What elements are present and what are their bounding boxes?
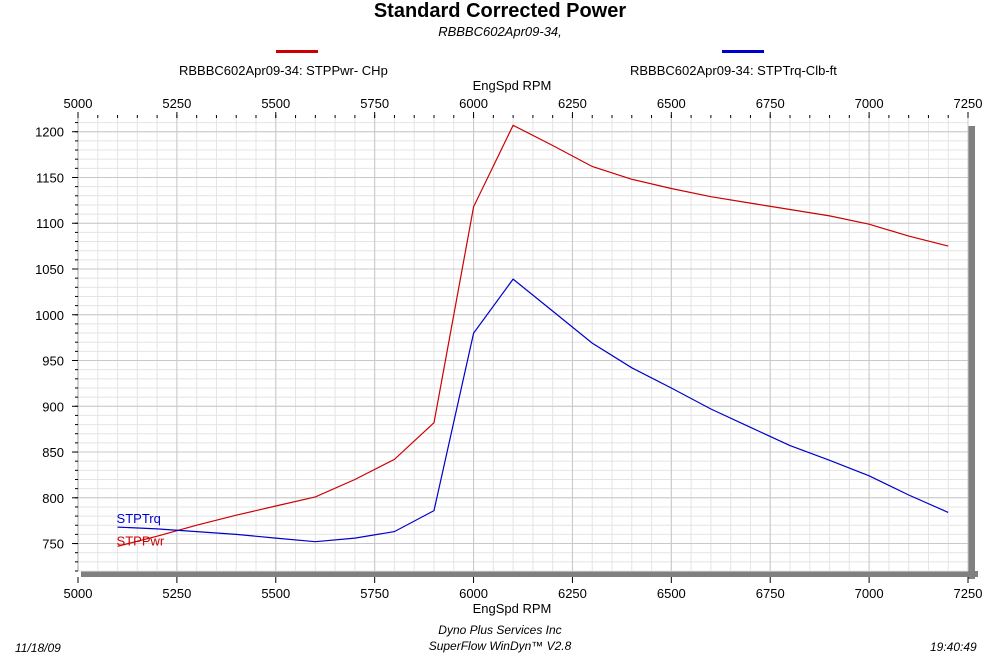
x-tick-label-bottom: 6750 [756, 586, 785, 601]
x-tick-label-bottom: 7000 [855, 586, 884, 601]
footer-date: 11/18/09 [15, 641, 61, 655]
footer-company: Dyno Plus Services Inc [438, 623, 562, 637]
series-line-stptrq [117, 278, 949, 543]
plot-shadow-right [968, 126, 975, 579]
legend-swatch-torque [722, 50, 764, 53]
legend-swatch-power [276, 50, 318, 53]
legend-label-torque: RBBBC602Apr09-34: STPTrq-Clb-ft [630, 63, 837, 78]
x-tick-label-bottom: 6250 [558, 586, 587, 601]
series-label-stptrq: STPTrq [117, 511, 161, 526]
y-tick-label: 1000 [35, 308, 64, 323]
x-tick-label-bottom: 6000 [459, 586, 488, 601]
x-tick-label-top: 7250 [954, 96, 983, 111]
chart-title: Standard Corrected Power [373, 0, 627, 22]
y-tick-label: 750 [42, 537, 64, 552]
legend-label-power: RBBBC602Apr09-34: STPPwr- CHp [179, 63, 388, 78]
series-line-stppwr [117, 124, 949, 547]
x-tick-label-bottom: 5500 [261, 586, 290, 601]
x-tick-label-top: 5750 [360, 96, 389, 111]
x-axis-title-bottom: EngSpd RPM [472, 601, 552, 616]
x-tick-label-bottom: 6500 [657, 586, 686, 601]
x-tick-label-top: 6750 [756, 96, 785, 111]
plot-shadow-bottom [81, 571, 978, 577]
x-tick-label-top: 5250 [162, 96, 191, 111]
series-label-stppwr: STPPwr [117, 533, 165, 548]
chart-subtitle: RBBBC602Apr09-34, [438, 24, 562, 39]
footer-time: 19:40:49 [930, 640, 977, 654]
x-tick-label-top: 5000 [64, 96, 93, 111]
plot-area [78, 118, 968, 571]
x-tick-label-top: 7000 [855, 96, 884, 111]
y-tick-label: 850 [42, 445, 64, 460]
x-tick-label-bottom: 5750 [360, 586, 389, 601]
x-tick-label-top: 5500 [261, 96, 290, 111]
y-tick-label: 1150 [36, 170, 64, 185]
x-tick-label-top: 6500 [657, 96, 686, 111]
y-tick-label: 1100 [36, 216, 64, 231]
y-tick-label: 1200 [35, 125, 64, 140]
x-axis-title-top: EngSpd RPM [472, 78, 552, 93]
y-tick-label: 900 [42, 399, 64, 414]
y-tick-label: 1050 [35, 262, 64, 277]
x-tick-label-bottom: 7250 [954, 586, 983, 601]
x-tick-label-top: 6250 [558, 96, 587, 111]
y-tick-label: 950 [42, 354, 64, 369]
y-tick-label: 800 [42, 491, 64, 506]
footer-software: SuperFlow WinDyn™ V2.8 [428, 639, 572, 653]
x-tick-label-bottom: 5000 [64, 586, 93, 601]
x-tick-label-top: 6000 [459, 96, 488, 111]
x-tick-label-bottom: 5250 [162, 586, 191, 601]
